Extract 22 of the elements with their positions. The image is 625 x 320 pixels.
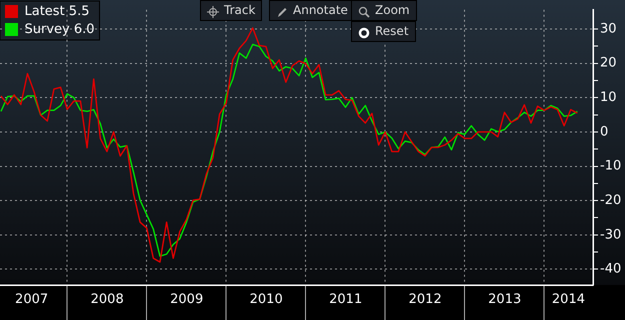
y-tick-label: 10 — [600, 90, 617, 106]
legend-label: Latest 5.5 — [24, 4, 90, 19]
annotation: Reset — [375, 23, 409, 40]
legend-label: Survey 6.0 — [24, 22, 95, 37]
x-tick-label: 2012 — [408, 292, 442, 308]
x-tick-label: 2014 — [552, 292, 586, 308]
y-tick-label: -20 — [600, 192, 622, 208]
annotation: Zoom — [375, 2, 410, 19]
y-tick-label: 30 — [600, 21, 617, 36]
annotation: Annotate — [293, 2, 348, 19]
y-tick-label: -30 — [600, 227, 622, 242]
x-tick-label: 2013 — [488, 292, 522, 308]
y-tick-label: 0 — [600, 124, 608, 140]
x-tick-label: 2007 — [15, 292, 48, 308]
x-tick-label: 2010 — [250, 292, 283, 308]
x-tick-label: 2011 — [329, 292, 362, 308]
x-tick-label: 2008 — [90, 292, 124, 308]
x-tick-label: 2009 — [170, 292, 204, 308]
y-tick-label: 20 — [600, 56, 617, 71]
annotation: Track — [224, 2, 256, 19]
y-tick-label: -40 — [600, 262, 622, 277]
y-tick-label: -10 — [600, 158, 622, 174]
